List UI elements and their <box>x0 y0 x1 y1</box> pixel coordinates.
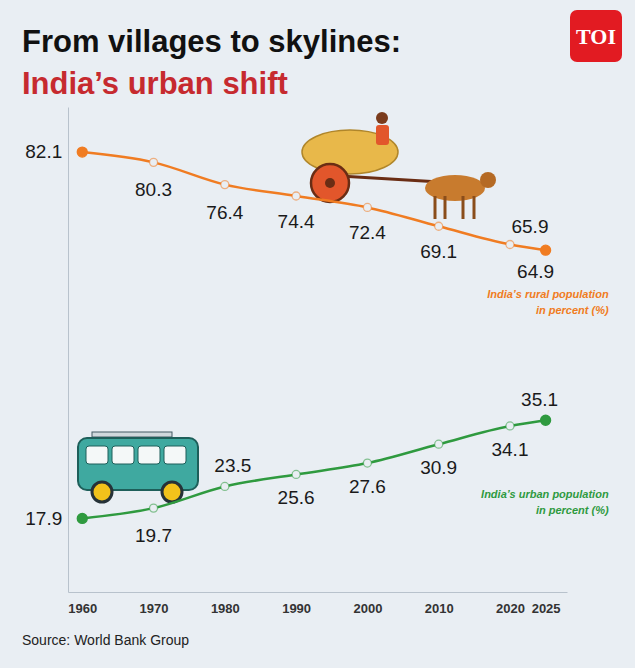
background <box>0 0 635 668</box>
series-name-line: India’s rural population <box>487 288 609 300</box>
data-label: 19.7 <box>135 525 172 546</box>
data-label: 34.1 <box>491 439 528 460</box>
bull-leg <box>444 196 447 219</box>
x-tick-label: 2000 <box>353 601 382 616</box>
data-label: 76.4 <box>206 202 243 223</box>
x-axis: 1960 1970 1980 1990 2000 2010 2020 2025 <box>68 592 567 616</box>
source: Source: World Bank Group <box>22 632 189 648</box>
data-label: 30.9 <box>420 457 457 478</box>
data-point <box>221 482 229 490</box>
x-tick-label: 1990 <box>282 601 311 616</box>
data-label: 27.6 <box>349 476 386 497</box>
x-tick-label: 2025 <box>532 601 561 616</box>
series-line <box>82 420 545 518</box>
y-axis <box>68 108 69 593</box>
data-point <box>435 440 443 448</box>
x-tick: 1960 <box>68 592 97 616</box>
labels: 82.1 80.3 76.4 74.4 72.4 69.1 65.9 64.9 India’s … <box>25 141 609 546</box>
bus-window <box>112 446 134 464</box>
x-tick-label: 1960 <box>68 601 97 616</box>
data-point <box>150 158 158 166</box>
x-tick-label: 2020 <box>496 601 525 616</box>
logo: TOI <box>570 10 622 62</box>
bus-window <box>86 446 108 464</box>
x-tick-label: 2010 <box>425 601 454 616</box>
series-name-line: in percent (%) <box>536 504 609 516</box>
bus-window <box>138 446 160 464</box>
data-point <box>221 181 229 189</box>
series-name-line: India’s urban population <box>481 488 609 500</box>
data-point <box>363 459 371 467</box>
bull-leg <box>462 196 465 219</box>
bull-leg <box>434 196 437 219</box>
series-name: India’s rural population in percent (%) <box>487 288 609 316</box>
bus-wheel <box>162 482 182 502</box>
data-label: 17.9 <box>25 508 62 529</box>
x-tick: 2010 <box>425 592 454 616</box>
data-point <box>541 245 551 255</box>
title: From villages to skylines: <box>22 24 401 59</box>
data-label: 72.4 <box>349 222 386 243</box>
series-name: India’s urban population in percent (%) <box>481 488 609 516</box>
x-tick: 2020 <box>496 592 525 616</box>
x-axis-line <box>69 592 568 593</box>
data-point <box>77 513 87 523</box>
data-label: 23.5 <box>214 455 251 476</box>
data-label: 82.1 <box>25 141 62 162</box>
logo-box <box>570 10 622 62</box>
x-tick: 1990 <box>282 592 311 616</box>
bus-wheel <box>92 482 112 502</box>
data-point <box>541 415 551 425</box>
cart-icon <box>302 112 496 219</box>
bus-rack <box>92 432 172 437</box>
cart-shaft <box>340 176 440 182</box>
data-label: 64.9 <box>517 261 554 282</box>
x-tick-label: 1970 <box>140 601 169 616</box>
bus-window <box>164 446 186 464</box>
data-label: 35.1 <box>521 389 558 410</box>
chart-container: From villages to skylines: India’s urban … <box>0 0 635 668</box>
subtitle: India’s urban shift <box>22 66 288 101</box>
bull-head <box>480 172 496 188</box>
driver-head <box>376 112 388 124</box>
data-label: 74.4 <box>278 211 315 232</box>
cart-hub <box>325 178 335 188</box>
data-point <box>292 192 300 200</box>
bus-icon <box>78 432 198 502</box>
x-tick-label: 1980 <box>211 601 240 616</box>
logo-text: TOI <box>576 24 616 49</box>
data-point <box>150 504 158 512</box>
bull-leg <box>473 196 476 219</box>
data-point <box>506 241 514 249</box>
data-label: 25.6 <box>278 487 315 508</box>
series-name-line: in percent (%) <box>536 304 609 316</box>
data-point <box>292 470 300 478</box>
series-line <box>82 152 545 250</box>
x-tick: 1970 <box>140 592 169 616</box>
data-point <box>77 147 87 157</box>
driver-body <box>376 125 389 145</box>
data-point <box>363 203 371 211</box>
data-label: 65.9 <box>511 216 548 237</box>
x-tick: 1980 <box>211 592 240 616</box>
plot-area <box>77 147 550 523</box>
illustrations <box>78 112 496 502</box>
y-axis-line <box>68 108 69 593</box>
data-label: 69.1 <box>420 241 457 262</box>
cart-wheel <box>311 164 349 202</box>
x-tick: 2025 <box>532 592 561 616</box>
data-point <box>506 422 514 430</box>
x-tick: 2000 <box>353 592 382 616</box>
chart-svg: From villages to skylines: India’s urban … <box>0 0 635 668</box>
data-point <box>435 222 443 230</box>
data-label: 80.3 <box>135 179 172 200</box>
